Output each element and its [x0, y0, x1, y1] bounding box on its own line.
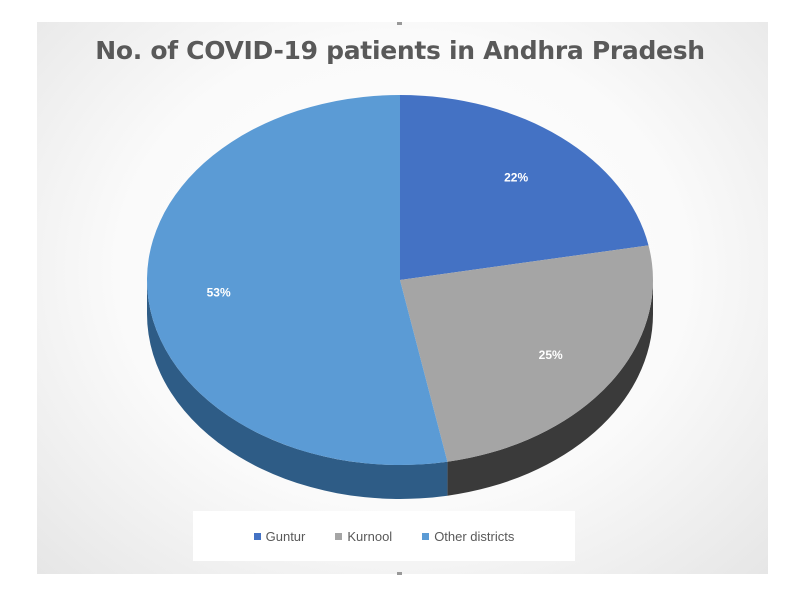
pie-side-kurnool: [447, 280, 653, 496]
data-label-guntur: 22%: [504, 170, 528, 184]
bottom-resize-handle[interactable]: [397, 572, 402, 575]
pie-side-other-districts: [147, 280, 448, 499]
legend-swatch-other-districts: [422, 532, 430, 540]
legend-swatch-guntur: [253, 532, 261, 540]
data-label-other-districts: 53%: [207, 286, 231, 300]
legend-label-guntur: Guntur: [265, 528, 306, 544]
chart-title: No. of COVID-19 patients in Andhra Prade…: [95, 36, 705, 65]
legend-item-other-districts: Other districts: [422, 529, 514, 544]
legend-item-guntur: Guntur: [253, 528, 306, 544]
legend: Guntur Kurnool Other districts: [193, 511, 575, 561]
data-label-kurnool: 25%: [539, 348, 563, 362]
legend-label-kurnool: Kurnool: [347, 528, 393, 544]
top-resize-handle[interactable]: [397, 22, 402, 25]
pie-slice-kurnool: [400, 245, 653, 462]
pie-slice-other-districts: [146, 95, 448, 465]
pie-slice-guntur: [400, 95, 649, 280]
legend-item-kurnool: Kurnool: [335, 529, 392, 544]
legend-swatch-kurnool: [335, 532, 343, 540]
legend-label-other-districts: Other districts: [434, 528, 515, 544]
